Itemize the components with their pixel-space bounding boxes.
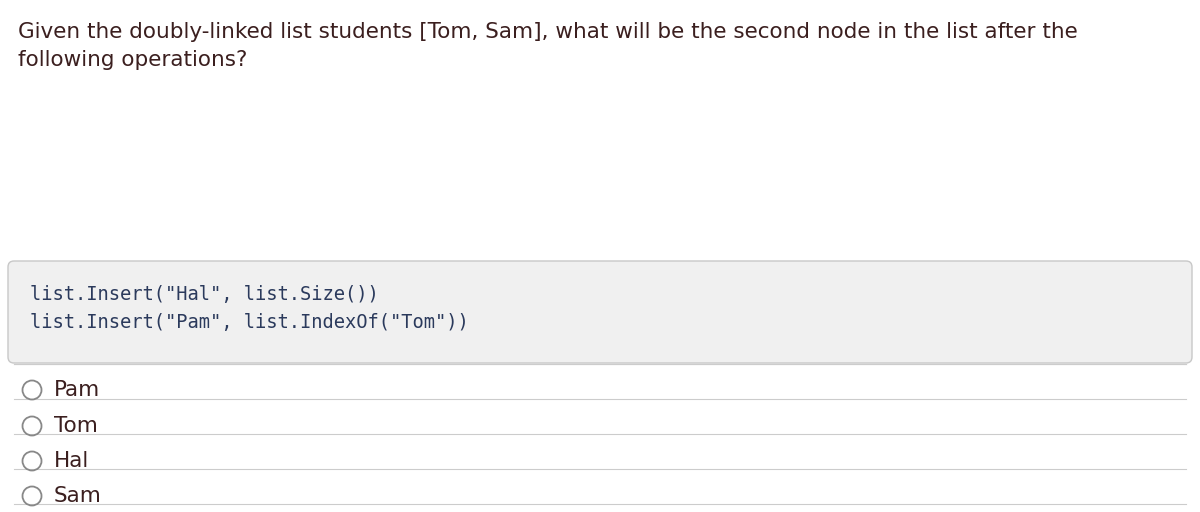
Text: following operations?: following operations?	[18, 50, 247, 70]
Text: Tom: Tom	[54, 416, 98, 436]
Text: Given the doubly-linked list students [Tom, Sam], what will be the second node i: Given the doubly-linked list students [T…	[18, 22, 1078, 42]
FancyBboxPatch shape	[8, 261, 1192, 363]
Text: list.Insert("Hal", list.Size()): list.Insert("Hal", list.Size())	[30, 285, 379, 304]
Text: Sam: Sam	[54, 486, 102, 506]
Text: Pam: Pam	[54, 380, 101, 400]
Text: Hal: Hal	[54, 451, 89, 471]
Text: list.Insert("Pam", list.IndexOf("Tom")): list.Insert("Pam", list.IndexOf("Tom"))	[30, 313, 469, 332]
